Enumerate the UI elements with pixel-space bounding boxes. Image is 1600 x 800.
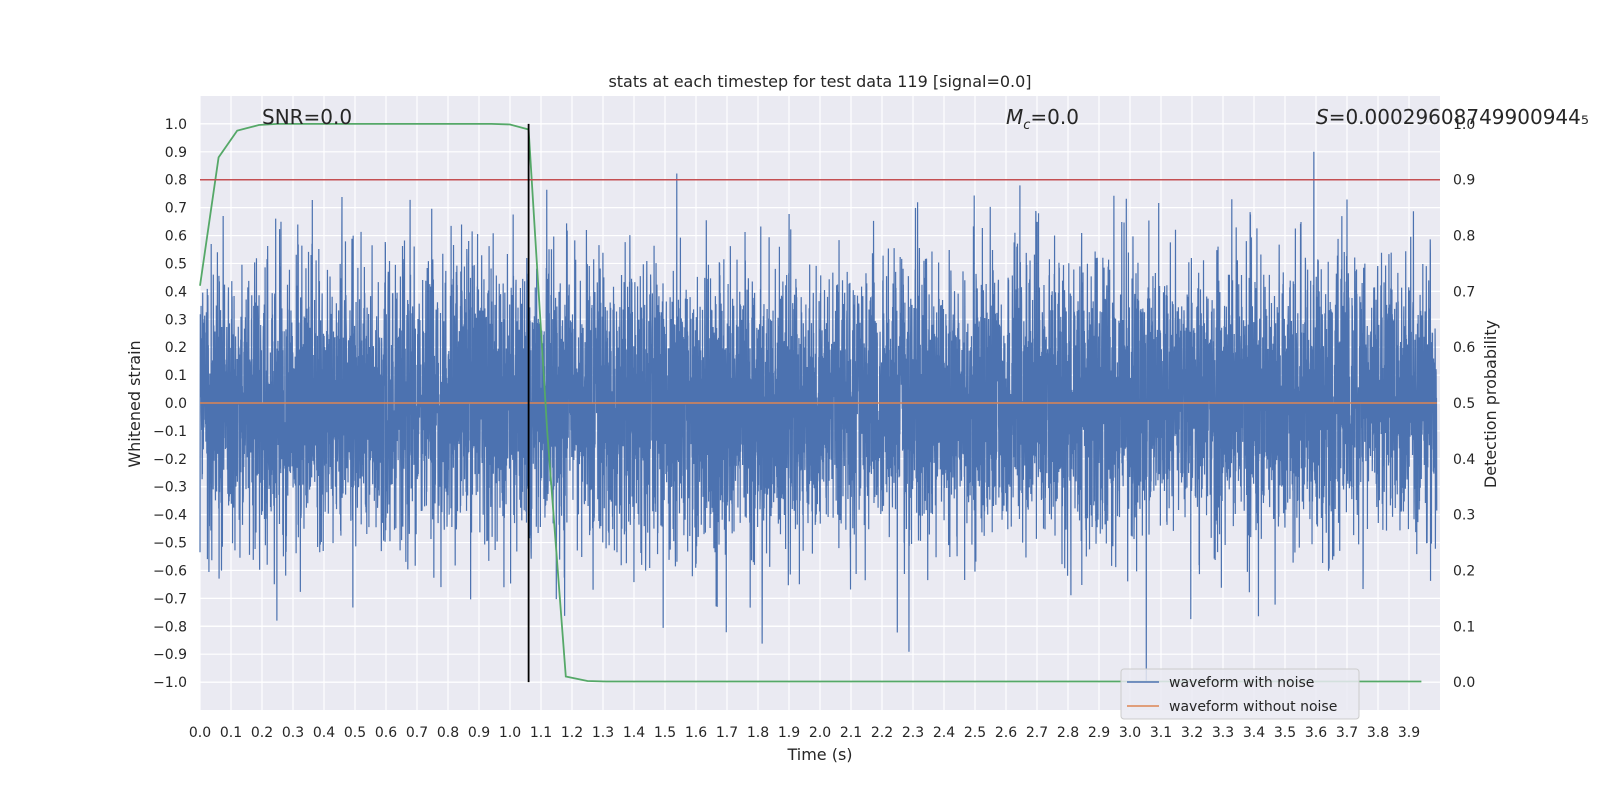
- x-tick-label: 1.3: [592, 725, 614, 741]
- y-tick-label: −0.6: [153, 563, 187, 579]
- y-right-tick-label: 0.5: [1453, 396, 1475, 412]
- x-tick-label: 1.0: [499, 725, 521, 741]
- y-right-tick-label: 0.2: [1453, 563, 1475, 579]
- y-tick-label: −0.8: [153, 619, 187, 635]
- legend-box: [1120, 668, 1360, 720]
- x-tick-label: 0.2: [251, 725, 273, 741]
- y-tick-label: −0.5: [153, 536, 187, 552]
- x-tick-label: 2.9: [1088, 725, 1110, 741]
- y-tick-label: 0.3: [165, 312, 187, 328]
- y-tick-label: 0.6: [165, 229, 187, 245]
- waveform-with-noise-line: [199, 151, 1438, 683]
- x-tick-label: 0.5: [344, 725, 366, 741]
- x-tick-label: 0.8: [437, 725, 459, 741]
- y-right-tick-label: 0.6: [1453, 340, 1475, 356]
- y-right-tick-label: 0.3: [1453, 508, 1475, 524]
- x-tick-label: 3.1: [1150, 725, 1172, 741]
- x-tick-label: 1.5: [654, 725, 676, 741]
- y-tick-label: 0.8: [165, 173, 187, 189]
- y-tick-label: 0.9: [165, 145, 187, 161]
- x-tick-label: 2.5: [964, 725, 986, 741]
- x-tick-label: 1.7: [716, 725, 738, 741]
- x-tick-label: 3.5: [1274, 725, 1296, 741]
- x-tick-label: 3.0: [1119, 725, 1141, 741]
- x-tick-label: 1.6: [685, 725, 707, 741]
- x-tick-label: 0.1: [220, 725, 242, 741]
- x-tick-label: 3.3: [1212, 725, 1234, 741]
- x-tick-label: 0.4: [313, 725, 335, 741]
- x-tick-label: 2.6: [995, 725, 1017, 741]
- y-tick-label: 0.4: [165, 284, 187, 300]
- y-tick-label: 0.1: [165, 368, 187, 384]
- x-tick-label: 0.7: [406, 725, 428, 741]
- y-right-tick-label: 0.1: [1453, 619, 1475, 635]
- y-tick-label: 0.7: [165, 201, 187, 217]
- y-right-tick-label: 0.4: [1453, 452, 1475, 468]
- x-tick-label: 1.8: [747, 725, 769, 741]
- x-tick-label: 2.1: [840, 725, 862, 741]
- legend-label-noise: waveform with noise: [1169, 675, 1314, 691]
- y-tick-label: −0.9: [153, 647, 187, 663]
- y-tick-label: −0.4: [153, 508, 187, 524]
- x-tick-label: 3.4: [1243, 725, 1265, 741]
- x-tick-label: 3.6: [1305, 725, 1327, 741]
- y-right-tick-label: 0.8: [1453, 229, 1475, 245]
- chirp-mass-annotation: Mc=0.0: [1006, 105, 1079, 133]
- x-tick-label: 3.8: [1367, 725, 1389, 741]
- waveform-with-noise-series: [199, 151, 1438, 683]
- x-tick-label: 1.9: [778, 725, 800, 741]
- mc-value: =0.0: [1030, 105, 1079, 129]
- y-tick-label: 1.0: [165, 117, 187, 133]
- s-symbol: S: [1316, 105, 1329, 129]
- x-tick-label: 3.2: [1181, 725, 1203, 741]
- y-tick-label: −0.2: [153, 452, 187, 468]
- x-tick-label: 3.9: [1398, 725, 1420, 741]
- y-axis-label: Whitened strain: [125, 340, 144, 467]
- mc-subscript: c: [1023, 118, 1030, 133]
- y-tick-label: 0.0: [165, 396, 187, 412]
- legend-label-clean: waveform without noise: [1169, 699, 1337, 715]
- y-right-tick-label: 0.7: [1453, 284, 1475, 300]
- x-tick-label: 2.7: [1026, 725, 1048, 741]
- y-tick-label: −0.3: [153, 480, 187, 496]
- x-tick-label: 0.0: [189, 725, 211, 741]
- x-tick-label: 1.2: [561, 725, 583, 741]
- y-axis-label-right: Detection probability: [1481, 320, 1500, 488]
- y-tick-label: −0.7: [153, 591, 187, 607]
- chart-title: stats at each timestep for test data 119…: [608, 72, 1031, 91]
- y-tick-label: −1.0: [153, 675, 187, 691]
- x-tick-label: 0.9: [468, 725, 490, 741]
- x-tick-label: 1.1: [530, 725, 552, 741]
- y-right-tick-label: 0.0: [1453, 675, 1475, 691]
- x-tick-label: 2.3: [902, 725, 924, 741]
- x-tick-label: 3.7: [1336, 725, 1358, 741]
- y-right-tick-label: 1.0: [1453, 117, 1475, 133]
- legend: waveform with noise waveform without noi…: [1120, 668, 1360, 720]
- s-annotation: S=0.00029608749900944₅: [1316, 105, 1589, 129]
- mc-symbol: M: [1006, 105, 1023, 129]
- y-ticks-left: 1.0 0.9 0.8 0.7 0.6 0.5 0.4 0.3 0.2 0.1 0.0 −0.1 −0.…: [153, 117, 187, 691]
- y-ticks-right: 1.0 0.9 0.8 0.7 0.6 0.5 0.4 0.3 0.2 0.1 0.0: [1453, 117, 1475, 691]
- x-axis-label: Time (s): [786, 745, 852, 764]
- snr-annotation: SNR=0.0: [262, 105, 352, 129]
- y-tick-label: 0.5: [165, 256, 187, 272]
- x-ticks: 0.0 0.1 0.2 0.3 0.4 0.5 0.6 0.7 0.8 0.9 1.0 1.1 1.2 1…: [189, 725, 1420, 741]
- x-tick-label: 2.8: [1057, 725, 1079, 741]
- x-tick-label: 0.3: [282, 725, 304, 741]
- x-tick-label: 2.2: [871, 725, 893, 741]
- x-tick-label: 2.0: [809, 725, 831, 741]
- y-tick-label: −0.1: [153, 424, 187, 440]
- x-tick-label: 0.6: [375, 725, 397, 741]
- y-right-tick-label: 0.9: [1453, 173, 1475, 189]
- x-tick-label: 1.4: [623, 725, 645, 741]
- s-value: =0.00029608749900944₅: [1329, 105, 1589, 129]
- y-tick-label: 0.2: [165, 340, 187, 356]
- x-tick-label: 2.4: [933, 725, 955, 741]
